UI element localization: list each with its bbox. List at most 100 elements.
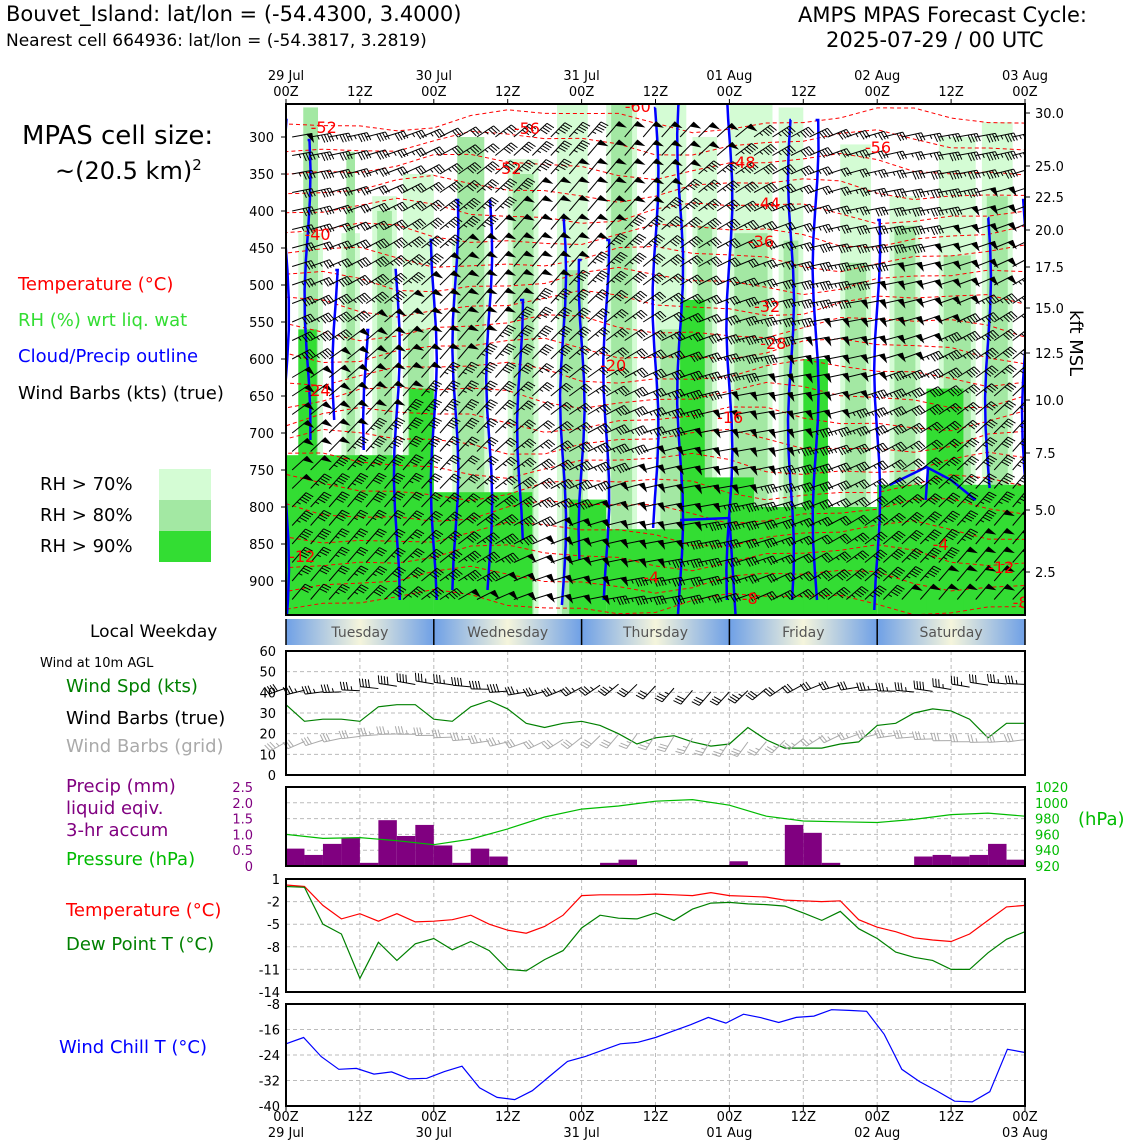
wind-barb <box>421 587 445 600</box>
barb-feather <box>356 588 365 594</box>
barb-staff <box>365 149 386 156</box>
barb-feather <box>305 225 311 234</box>
barb-staff <box>384 472 398 489</box>
barb-feather <box>301 353 308 361</box>
wind-barb <box>513 381 536 397</box>
barb-feather <box>489 181 497 187</box>
barb-staff <box>402 567 419 582</box>
wind-barb <box>310 565 332 582</box>
barb-feather <box>356 279 364 287</box>
wind-barb <box>587 195 609 212</box>
wind-barb <box>458 474 481 489</box>
barb-half-feather <box>481 353 486 356</box>
wind-barb <box>291 402 315 415</box>
barb-half-feather <box>926 209 930 214</box>
barb-feather <box>324 473 332 479</box>
barb-feather <box>505 200 513 206</box>
barb-feather <box>302 299 308 307</box>
barb-feather <box>338 459 347 465</box>
barb-feather <box>376 493 385 499</box>
cell-size-label: MPAS cell size: <box>22 121 214 151</box>
wind-barb <box>384 255 408 267</box>
barb-feather <box>379 547 387 552</box>
wind-barb <box>292 188 316 199</box>
wind-barb <box>439 343 461 360</box>
barb-staff <box>439 216 456 230</box>
barb-flag <box>541 213 554 221</box>
barb-feather <box>491 474 500 481</box>
barb-feather <box>336 461 345 467</box>
barb-half-feather <box>722 188 727 192</box>
barb-feather <box>451 494 460 500</box>
barb-staff <box>329 150 349 156</box>
barb-staff <box>458 417 473 434</box>
barb-feather <box>325 331 332 339</box>
barb-feather <box>494 570 501 578</box>
barb-half-feather <box>499 334 504 338</box>
barb-feather <box>896 152 902 161</box>
barb-feather <box>413 257 421 264</box>
wind-barb <box>513 268 535 286</box>
barb-staff <box>495 494 512 508</box>
barb-feather <box>394 589 402 595</box>
wind-barb <box>439 145 464 156</box>
barb-feather <box>356 495 365 501</box>
barb-feather <box>508 458 516 465</box>
barb-flag <box>412 361 424 369</box>
barb-staff <box>458 144 476 156</box>
wind-barb <box>587 121 609 138</box>
barb-feather <box>373 442 381 448</box>
barb-feather <box>436 235 445 242</box>
wind-barb <box>365 528 387 545</box>
barb-feather <box>363 133 369 141</box>
wind-barb <box>365 291 390 304</box>
barb-staff <box>291 583 306 600</box>
wind-barb <box>495 475 518 489</box>
wind-barb <box>458 455 480 471</box>
wind-barb <box>439 530 463 545</box>
barb-feather <box>340 314 348 322</box>
barb-feather <box>918 189 923 198</box>
barb-feather <box>455 216 463 223</box>
wind-barb <box>513 362 536 378</box>
barb-flag <box>541 250 553 258</box>
barb-feather <box>527 362 536 368</box>
barb-feather <box>413 401 422 406</box>
barb-half-feather <box>465 443 470 447</box>
wind-barb <box>476 161 500 175</box>
barb-feather <box>382 273 390 281</box>
barb-feather <box>430 477 439 483</box>
barb-staff <box>384 510 399 526</box>
barb-feather <box>411 403 420 408</box>
barb-staff <box>328 293 348 304</box>
barb-feather <box>342 454 351 460</box>
barb-feather <box>432 475 441 481</box>
barb-feather <box>360 584 369 590</box>
barb-half-feather <box>462 371 467 375</box>
rh90-region <box>298 329 317 615</box>
barb-feather <box>358 567 367 573</box>
barb-flag <box>541 195 554 203</box>
barb-feather <box>321 586 330 591</box>
barb-feather <box>526 421 534 427</box>
barb-feather <box>485 347 494 353</box>
wind-barb <box>291 366 315 378</box>
barb-staff <box>513 159 529 175</box>
barb-feather <box>415 454 424 459</box>
wind-barb <box>402 200 427 212</box>
barb-staff <box>365 472 380 489</box>
barb-feather <box>391 479 400 485</box>
barb-feather <box>505 422 513 429</box>
barb-feather <box>505 146 514 152</box>
barb-feather <box>472 128 480 135</box>
barb-feather <box>379 565 388 571</box>
barb-feather <box>504 556 511 564</box>
barb-flag <box>430 343 443 351</box>
barb-feather <box>321 134 326 143</box>
barb-staff <box>384 184 404 193</box>
barb-feather <box>433 149 440 157</box>
barb-staff <box>458 512 475 526</box>
wind-barb <box>421 417 442 434</box>
barb-feather <box>339 567 348 573</box>
barb-feather <box>507 162 516 168</box>
